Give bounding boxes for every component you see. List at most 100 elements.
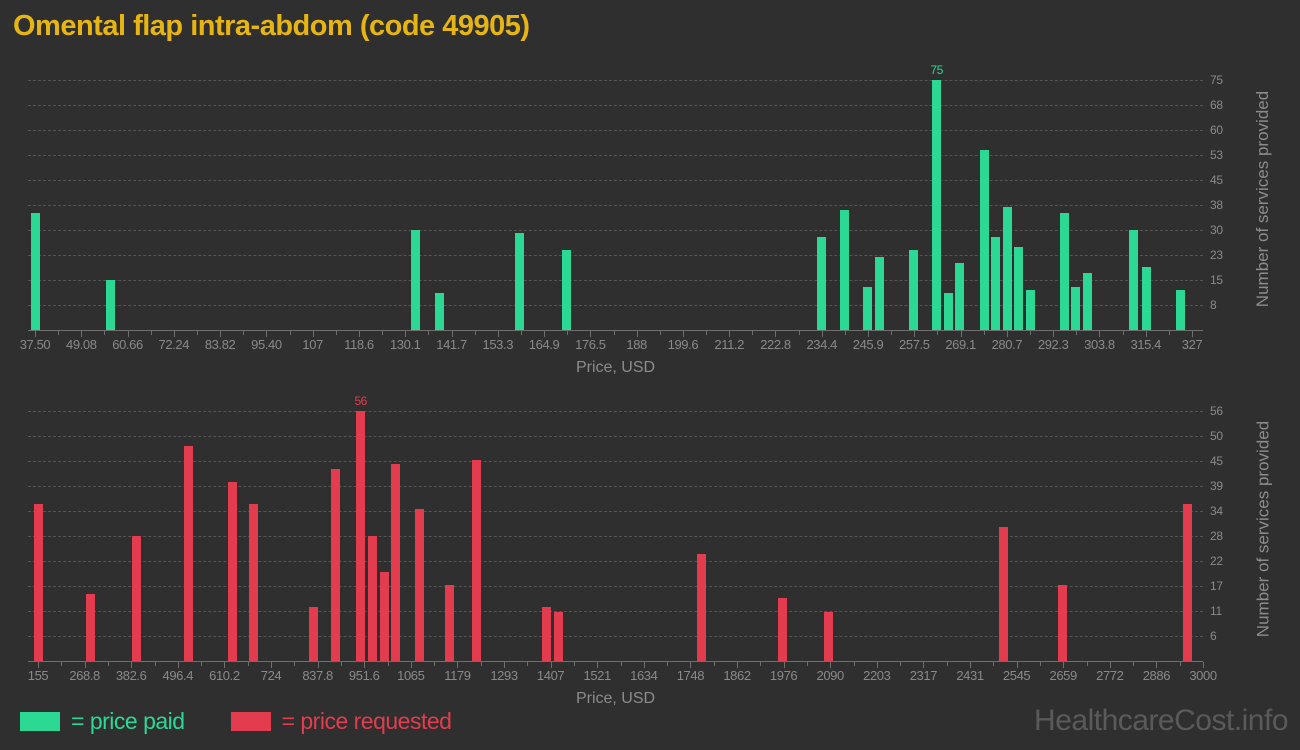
paid-bar [908,250,918,330]
requested-bar [445,584,455,661]
page-title: Omental flap intra-abdom (code 49905) [13,10,530,42]
minor-tick-mark [335,331,337,335]
major-tick-mark [821,331,823,337]
y-tick-label: 68 [1210,98,1223,112]
minor-tick-mark [434,662,436,666]
y-axis-title: Number of services provided [1253,420,1272,637]
grid-line [28,255,1203,256]
x-tick-label: 1179 [444,668,471,683]
minor-tick-mark [713,662,715,666]
requested-bar [131,535,141,661]
major-tick-mark [173,331,175,337]
requested-bar [542,607,552,661]
grid-line [28,485,1203,487]
requested-bar [33,504,43,661]
x-tick-label: 164.9 [528,337,560,352]
grid-line [28,610,1203,612]
grid-line [28,280,1203,281]
requested-bar [379,571,389,661]
requested-bar [85,593,95,661]
paid-bar [943,293,953,330]
x-tick-label: 1976 [769,668,798,683]
x-tick-label: 153.3 [482,337,514,352]
x-tick-label: 245.9 [852,337,884,352]
x-tick-label: 257.5 [899,337,930,352]
requested-bar [248,504,258,661]
requested-bar [778,598,788,661]
minor-tick-mark [294,662,296,666]
grid-line [28,80,1203,81]
major-tick-mark [682,331,684,337]
requested-bar [1183,504,1193,661]
y-tick-label: 39 [1210,478,1223,493]
major-tick-mark [1006,331,1008,337]
legend-item-price-paid: = price paid [20,708,185,735]
minor-tick-mark [620,662,622,666]
y-tick-label: 15 [1210,273,1223,287]
paid-bar [434,293,444,330]
paid-bar [106,280,116,330]
paid-bar [862,286,872,330]
major-tick-mark [127,331,129,337]
bar-value-label: 75 [930,63,943,77]
x-tick-label: 2317 [909,668,938,683]
grid-line [28,305,1203,306]
x-tick-label: 222.8 [760,337,791,352]
y-tick-label: 38 [1210,198,1223,212]
requested-bar [414,508,424,661]
grid-line [28,205,1203,206]
x-tick-label: 155 [27,668,49,683]
price-paid-label: = price paid [71,708,185,734]
minor-tick-mark [104,331,106,335]
x-tick-label: 2090 [816,668,845,683]
major-tick-mark [876,662,878,668]
requested-bar [330,468,340,661]
major-tick-mark [830,662,832,668]
major-tick-mark [177,662,179,668]
minor-tick-mark [798,331,800,335]
paid-bar [1014,246,1024,330]
minor-tick-mark [993,662,995,666]
major-tick-mark [317,662,319,668]
major-tick-mark [729,331,731,337]
requested-bar [228,482,237,661]
minor-tick-mark [1179,662,1181,666]
paid-bar [816,236,826,330]
major-tick-mark [1192,331,1193,337]
minor-tick-mark [1030,331,1032,335]
major-tick-mark [1016,662,1018,668]
grid-line [28,560,1203,562]
x-tick-label: 292.3 [1037,337,1069,352]
major-tick-mark [643,662,645,668]
x-tick-label: 3000 [1189,668,1217,683]
x-tick-label: 95.40 [251,337,282,352]
grid-line [28,130,1203,131]
minor-tick-mark [613,331,615,335]
minor-tick-mark [706,331,708,335]
x-tick-label: 188 [626,337,647,352]
requested-bar [367,535,377,661]
x-tick-label: 951.6 [348,668,380,683]
major-tick-mark [84,662,86,668]
paid-bar [955,263,965,330]
major-tick-mark [504,662,505,668]
minor-tick-mark [667,662,669,666]
requested-bar [697,553,707,661]
y-tick-label: 56 [1210,403,1223,418]
minor-tick-mark [806,662,808,666]
minor-tick-mark [760,662,762,666]
x-tick-label: 1521 [583,668,612,683]
minor-tick-mark [1076,331,1078,335]
major-tick-mark [1053,331,1055,337]
price-paid-swatch [20,712,60,731]
y-axis-title: Number of services provided [1253,90,1272,308]
x-tick-label: 327 [1181,337,1203,352]
major-tick-mark [1063,662,1065,668]
minor-tick-mark [891,331,893,335]
paid-bar [1059,213,1069,330]
x-tick-label: 496.4 [162,668,194,683]
y-tick-label: 17 [1210,578,1223,593]
paid-bar [874,256,884,330]
x-tick-label: 60.66 [112,337,143,352]
